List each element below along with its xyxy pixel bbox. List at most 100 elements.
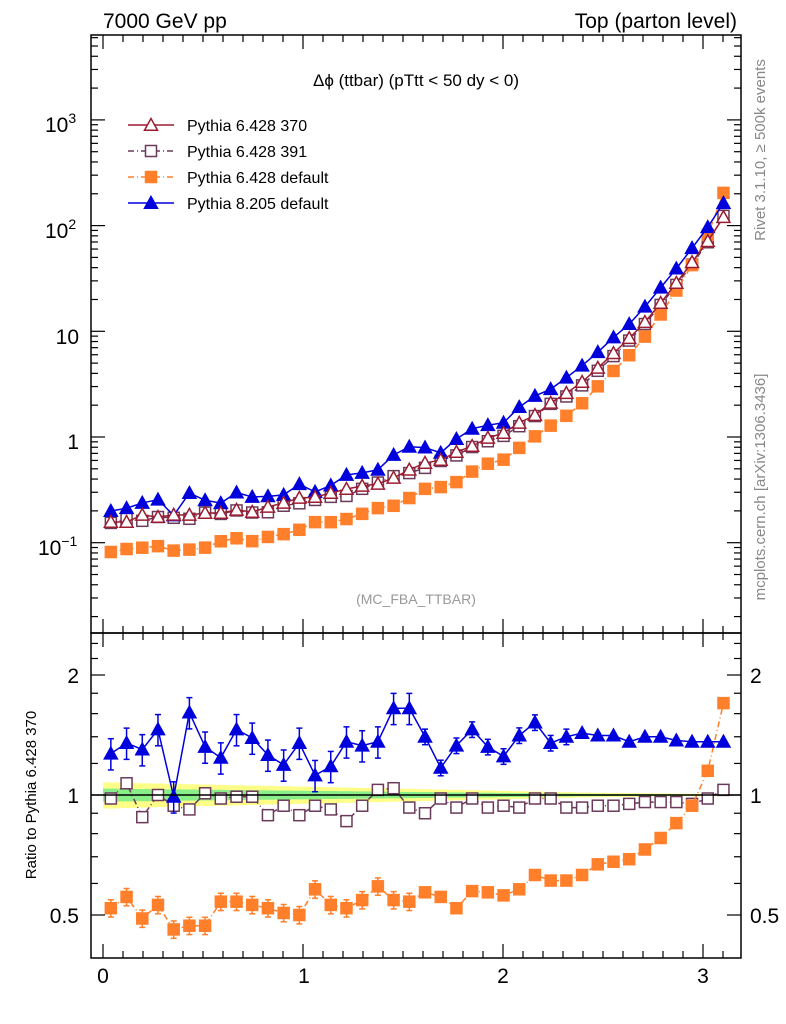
ratio-point-p6-391 bbox=[387, 781, 400, 795]
y-tick-label-10: 10 bbox=[56, 326, 79, 349]
data-point-reference bbox=[574, 374, 590, 389]
data-point-p8-default bbox=[291, 476, 308, 491]
data-point-p6-default bbox=[183, 543, 196, 556]
series-line-ratio-p8-default bbox=[110, 707, 724, 797]
ratio-point-p8-default bbox=[307, 767, 323, 782]
ratio-point-p8-default bbox=[464, 721, 480, 736]
data-point-p6-default bbox=[324, 515, 338, 529]
data-point-p6-default bbox=[293, 523, 306, 537]
analysis-label: (MC_FBA_TTBAR) bbox=[356, 591, 476, 607]
data-point-reference bbox=[275, 494, 292, 509]
ratio-point-p6-default bbox=[434, 890, 447, 904]
ratio-point-p6-default bbox=[497, 889, 510, 902]
ratio-point-p8-default bbox=[699, 733, 716, 748]
ratio-point-p6-default bbox=[371, 880, 385, 893]
series-reference bbox=[103, 209, 732, 528]
ratio-point-p8-default bbox=[558, 728, 575, 743]
ratio-point-p8-default bbox=[150, 721, 166, 736]
legend: Pythia 6.428 370 Pythia 6.428 391 Pythia… bbox=[128, 116, 329, 213]
ratio-point-p6-391 bbox=[183, 803, 196, 816]
ratio-point-p6-391 bbox=[324, 803, 338, 816]
ratio-point-p8-default bbox=[228, 721, 245, 736]
data-point-p8-default bbox=[448, 430, 465, 445]
ratio-point-p6-391 bbox=[230, 790, 243, 803]
ratio-point-p6-391 bbox=[450, 801, 463, 814]
data-point-reference bbox=[165, 506, 182, 521]
ratio-point-p8-default bbox=[668, 732, 685, 747]
ratio-point-p8-default bbox=[275, 756, 292, 771]
ratio-point-p6-default bbox=[638, 843, 652, 856]
data-point-p8-default bbox=[338, 466, 355, 481]
ratio-point-p8-default bbox=[605, 727, 622, 742]
ratio-point-p8-default bbox=[260, 746, 276, 761]
ratio-point-p6-391 bbox=[308, 799, 322, 812]
rivet-label: Rivet 3.1.10, ≥ 500k events bbox=[752, 59, 769, 241]
data-point-reference bbox=[621, 330, 637, 345]
ratio-point-p6-default bbox=[198, 919, 212, 932]
ratio-point-p6-391 bbox=[403, 801, 416, 814]
data-point-reference bbox=[652, 295, 669, 310]
data-point-reference bbox=[480, 429, 496, 444]
data-point-reference bbox=[213, 504, 229, 519]
ratio-point-p6-391 bbox=[340, 814, 353, 828]
ratio-point-p8-default bbox=[385, 700, 402, 715]
data-point-p6-default bbox=[214, 535, 228, 548]
data-point-reference bbox=[401, 461, 418, 476]
data-point-reference bbox=[244, 503, 261, 518]
data-point-p6-default bbox=[497, 453, 510, 466]
ratio-point-p6-default bbox=[607, 855, 620, 869]
data-point-p6-default bbox=[277, 527, 290, 541]
data-point-reference bbox=[181, 506, 198, 521]
data-point-p8-default bbox=[605, 329, 622, 344]
ratio-point-p8-default bbox=[338, 733, 355, 748]
ratio-point-p6-default bbox=[245, 898, 259, 912]
data-point-reference bbox=[150, 508, 166, 523]
ratio-point-p6-default bbox=[622, 852, 636, 866]
data-point-p6-default bbox=[355, 507, 369, 521]
ratio-point-p6-default bbox=[151, 898, 165, 912]
data-point-p8-default bbox=[542, 381, 559, 396]
data-point-p8-default bbox=[558, 369, 575, 384]
legend-label-391: Pythia 6.428 391 bbox=[187, 144, 307, 161]
data-point-reference bbox=[338, 480, 355, 495]
data-point-p6-default bbox=[575, 397, 589, 410]
data-point-p8-default bbox=[590, 344, 606, 359]
x-tick-label-0: 0 bbox=[97, 965, 109, 988]
ratio-point-p6-default bbox=[308, 883, 322, 896]
ratio-point-p8-default bbox=[574, 725, 590, 740]
ratio-point-p6-default bbox=[230, 895, 243, 908]
ratio-point-p6-default bbox=[183, 919, 196, 932]
ratio-point-p8-default bbox=[354, 737, 370, 752]
ratio-point-p8-default bbox=[165, 788, 182, 803]
series-line-ratio-p6-391 bbox=[110, 782, 724, 823]
data-point-p8-default bbox=[197, 492, 213, 507]
ratio-point-p6-391 bbox=[277, 799, 290, 812]
ratio-point-p6-default bbox=[717, 696, 730, 710]
ratio-point-p6-391 bbox=[481, 801, 495, 814]
ratio-point-p6-391 bbox=[104, 792, 118, 805]
ratio-point-p6-391 bbox=[371, 783, 385, 797]
ratio-point-p6-391 bbox=[136, 810, 149, 824]
legend-label-ref: Pythia 6.428 370 bbox=[187, 118, 307, 135]
ratio-point-p6-391 bbox=[701, 792, 715, 805]
ratio-tick-label-left-1: 1 bbox=[67, 785, 79, 808]
data-point-p8-default bbox=[417, 439, 433, 454]
data-point-p6-default bbox=[418, 482, 432, 496]
ratio-point-p6-391 bbox=[198, 787, 212, 800]
data-point-p6-default bbox=[654, 308, 667, 321]
data-point-p8-default bbox=[228, 484, 245, 499]
ratio-point-p6-default bbox=[324, 898, 338, 912]
data-point-reference bbox=[134, 506, 151, 521]
mcplots-label: mcplots.cern.ch [arXiv:1306.3436] bbox=[752, 374, 769, 601]
series-line-main-reference bbox=[110, 216, 725, 523]
data-point-reference bbox=[464, 438, 480, 453]
data-point-p8-default bbox=[668, 260, 685, 275]
ratio-point-p6-default bbox=[340, 901, 353, 915]
ratio-point-p6-391 bbox=[261, 808, 275, 822]
data-point-p6-default bbox=[245, 534, 259, 548]
legend-marker-2 bbox=[144, 170, 158, 184]
ratio-point-p8-default bbox=[715, 733, 732, 748]
data-point-p8-default bbox=[401, 438, 418, 453]
ratio-point-p6-391 bbox=[622, 797, 636, 811]
ratio-point-p6-391 bbox=[513, 801, 526, 814]
